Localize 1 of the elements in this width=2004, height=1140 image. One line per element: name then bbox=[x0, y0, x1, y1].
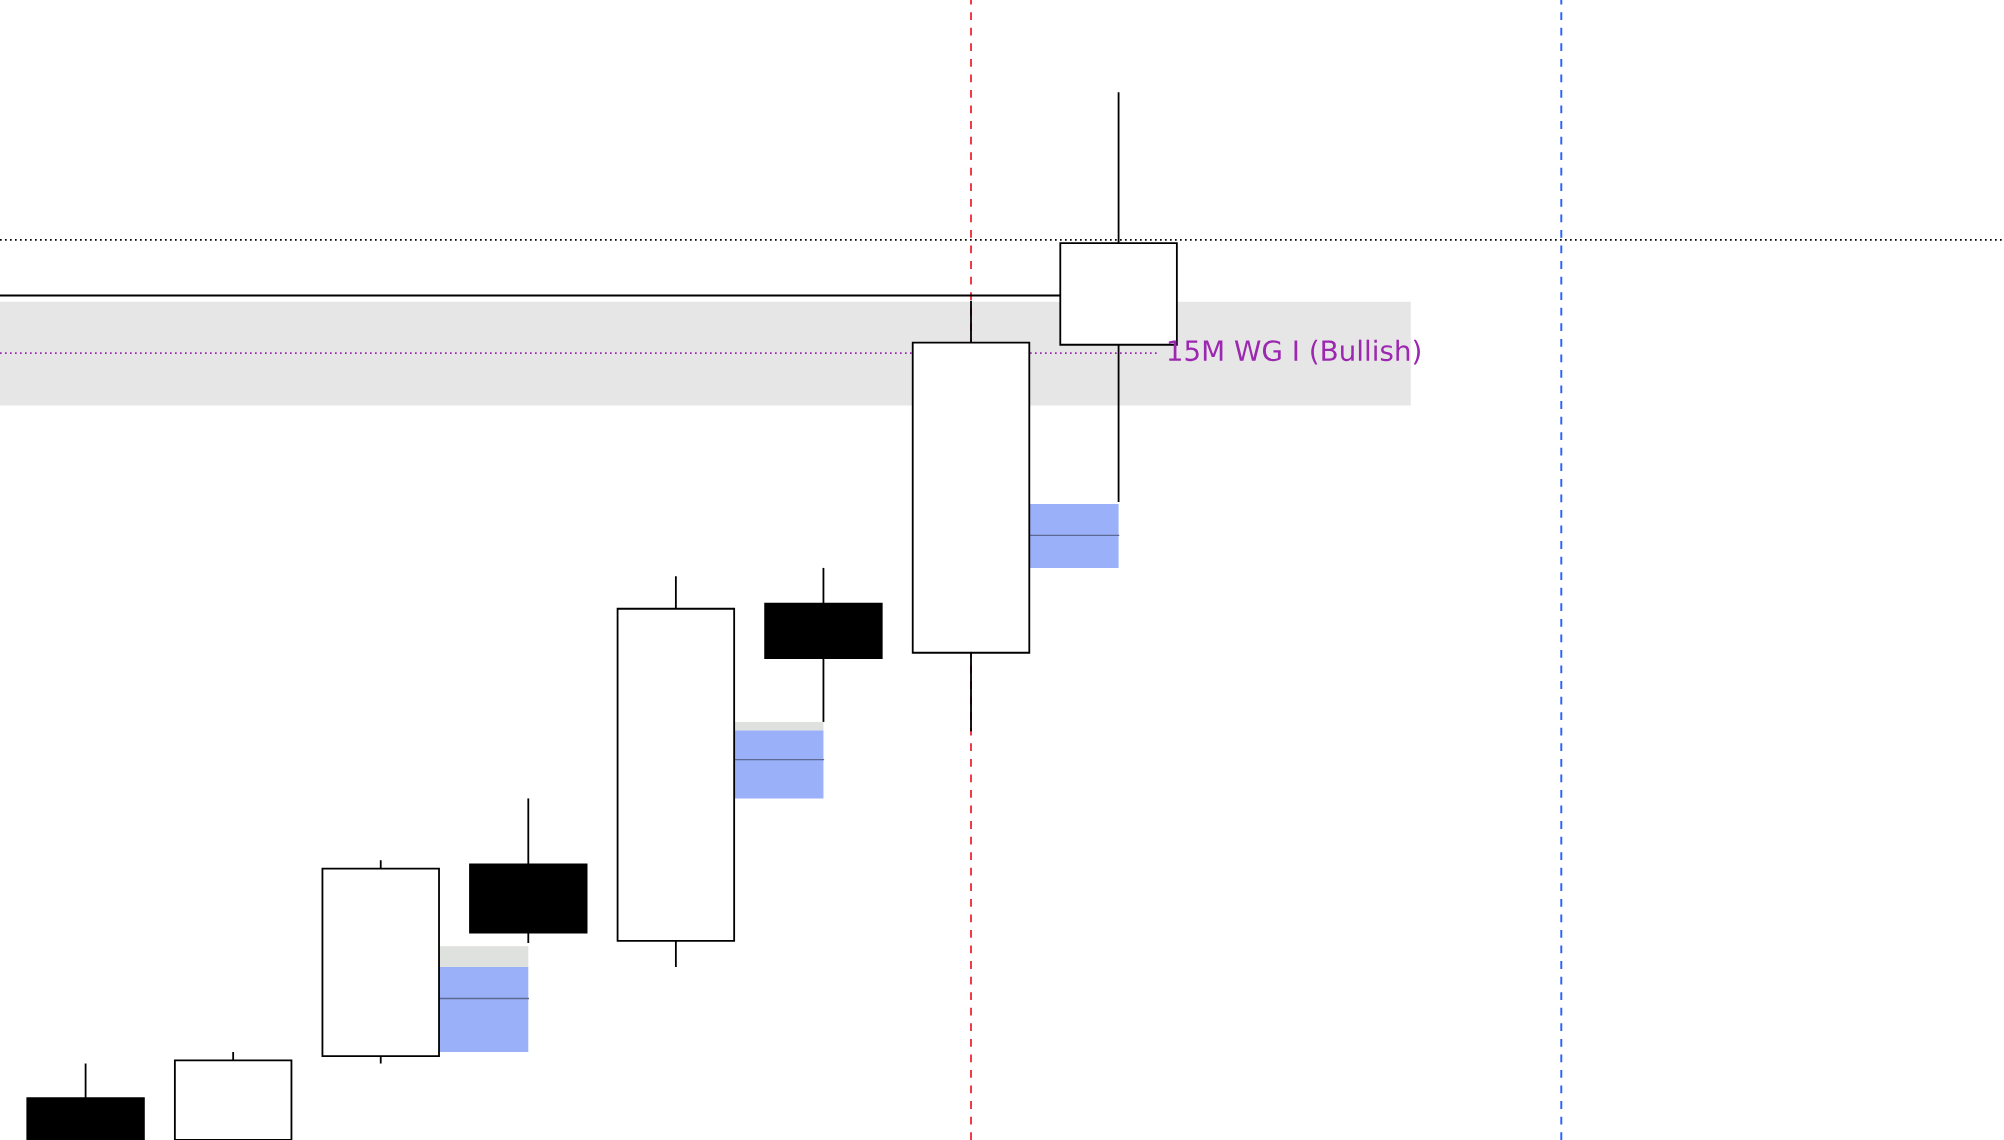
ref-line-label: 15M WG I (Bullish) bbox=[1168, 339, 1420, 365]
